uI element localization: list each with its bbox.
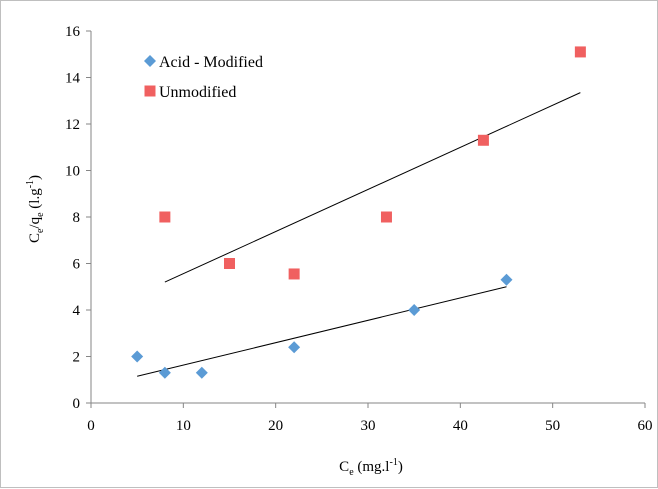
x-tick-label: 40 [453,418,468,434]
data-point-unmodified [224,258,235,269]
data-point-acid-modified [288,341,301,354]
data-point-unmodified [288,268,300,280]
y-tick-label: 12 [65,117,80,133]
legend-label-acid-modified: Acid - Modified [159,54,263,71]
y-axis-title: Ce/qe (l.g-1) [25,175,46,243]
x-tick-label: 10 [176,418,191,434]
x-tick-label: 20 [268,418,283,434]
data-markers [131,46,586,379]
x-tick-label: 50 [545,418,560,434]
y-tick-label: 10 [65,164,80,180]
axes [86,30,646,408]
legend-square-icon [144,85,156,97]
data-point-unmodified [380,211,392,223]
legend-diamond-icon [144,55,156,67]
x-tick-label: 30 [361,418,376,434]
y-tick-label: 8 [73,210,81,226]
data-point-unmodified [574,46,586,58]
data-point-unmodified [477,134,489,146]
x-tick-label: 0 [87,418,95,434]
y-tick-label: 14 [65,71,81,87]
data-point-acid-modified [408,304,421,316]
data-point-acid-modified [131,350,144,363]
legend-label-unmodified: Unmodified [159,84,236,101]
tick-labels: 0 2 4 6 8 10 12 14 16 0 10 20 30 40 50 60 [65,24,653,434]
trendline-unmodified [164,92,581,283]
trendlines [137,92,581,377]
legend: Acid - Modified Unmodified [144,54,263,101]
x-axis-title: Ce (mg.l-1) [339,457,403,478]
legend-marker-unmodified [144,85,156,97]
data-point-acid-modified [195,366,208,379]
trendline-acid-modified [137,286,507,377]
y-tick-label: 16 [65,24,81,40]
legend-marker-acid-modified [144,55,156,67]
x-tick-label: 60 [638,418,653,434]
y-tick-label: 2 [73,350,81,366]
data-point-acid-modified [158,366,171,379]
y-tick-label: 0 [73,396,81,412]
y-tick-label: 4 [73,303,81,319]
data-point-acid-modified [500,273,513,286]
data-point-unmodified [159,211,171,223]
y-tick-label: 6 [73,257,81,273]
